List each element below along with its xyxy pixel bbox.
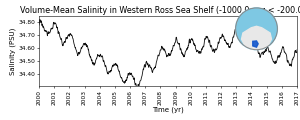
- Circle shape: [236, 8, 278, 50]
- X-axis label: Time (yr): Time (yr): [152, 106, 184, 113]
- Title: Volume-Mean Salinity in Western Ross Sea Shelf (-1000.0 < z < -200.0 m): Volume-Mean Salinity in Western Ross Sea…: [20, 6, 300, 15]
- Y-axis label: Salinity (PSU): Salinity (PSU): [9, 27, 16, 75]
- Polygon shape: [253, 41, 258, 47]
- Polygon shape: [242, 26, 272, 50]
